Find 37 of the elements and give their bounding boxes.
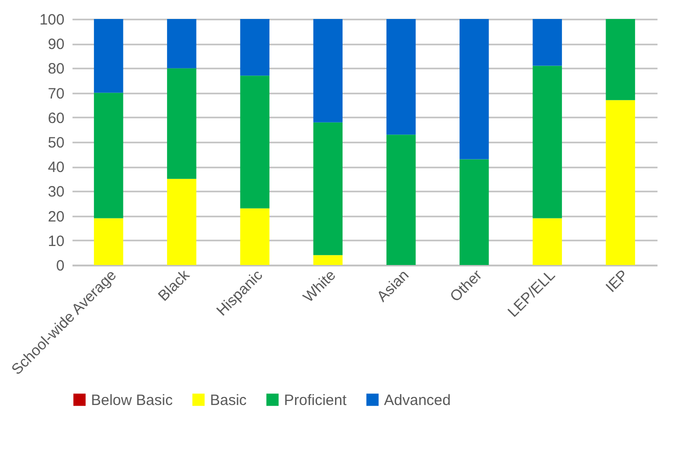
x-tick-label: IEP — [602, 266, 632, 296]
y-tick-label: 0 — [56, 258, 64, 274]
bar — [313, 255, 343, 265]
bar — [532, 218, 562, 265]
bar — [460, 159, 489, 265]
bar — [240, 19, 270, 76]
bar — [460, 19, 489, 160]
y-tick-label: 10 — [48, 232, 64, 250]
legend-label: Below Basic — [91, 392, 174, 409]
bar — [313, 19, 343, 122]
y-tick-label: 90 — [48, 36, 64, 54]
legend-label: Basic — [210, 392, 248, 409]
bar — [606, 100, 636, 265]
bar — [94, 92, 124, 218]
bar — [606, 19, 636, 100]
legend-label: Proficient — [284, 392, 348, 409]
y-tick-label: 40 — [48, 159, 64, 176]
bar — [386, 134, 416, 265]
y-tick-label: 80 — [48, 60, 64, 78]
y-tick-label: 100 — [39, 12, 64, 28]
bar — [532, 66, 562, 218]
bar — [167, 68, 196, 179]
bar — [313, 122, 343, 256]
bar — [386, 19, 416, 135]
y-tick-label: 70 — [48, 85, 64, 102]
y-tick-label: 20 — [48, 208, 64, 226]
bar — [240, 76, 270, 208]
y-tick-label: 50 — [48, 134, 64, 152]
y-tick-label: 60 — [48, 110, 64, 127]
bar — [167, 178, 196, 265]
y-tick-label: 30 — [48, 184, 64, 201]
bar — [167, 19, 196, 68]
legend-label: Advanced — [384, 392, 451, 409]
bar — [240, 208, 270, 265]
bar — [94, 19, 124, 93]
bar — [532, 19, 562, 66]
bar — [94, 218, 124, 265]
